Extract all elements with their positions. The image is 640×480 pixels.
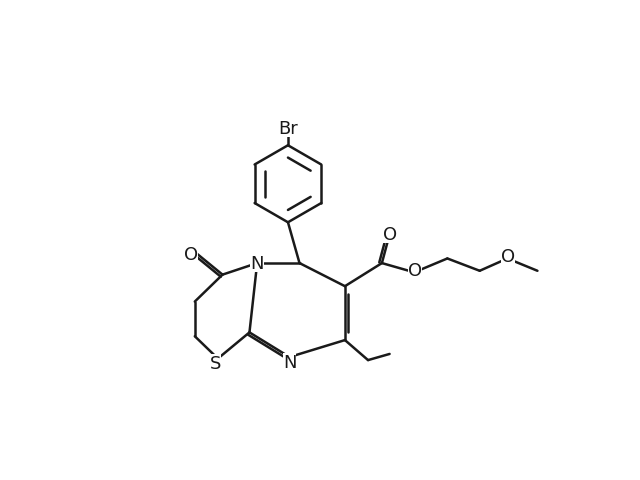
Text: S: S [210, 354, 221, 372]
Text: N: N [250, 254, 264, 273]
Text: O: O [501, 248, 515, 265]
Text: O: O [383, 225, 397, 243]
Text: O: O [184, 245, 198, 264]
Text: Br: Br [278, 120, 298, 138]
Text: N: N [283, 353, 296, 371]
Text: O: O [408, 262, 422, 279]
